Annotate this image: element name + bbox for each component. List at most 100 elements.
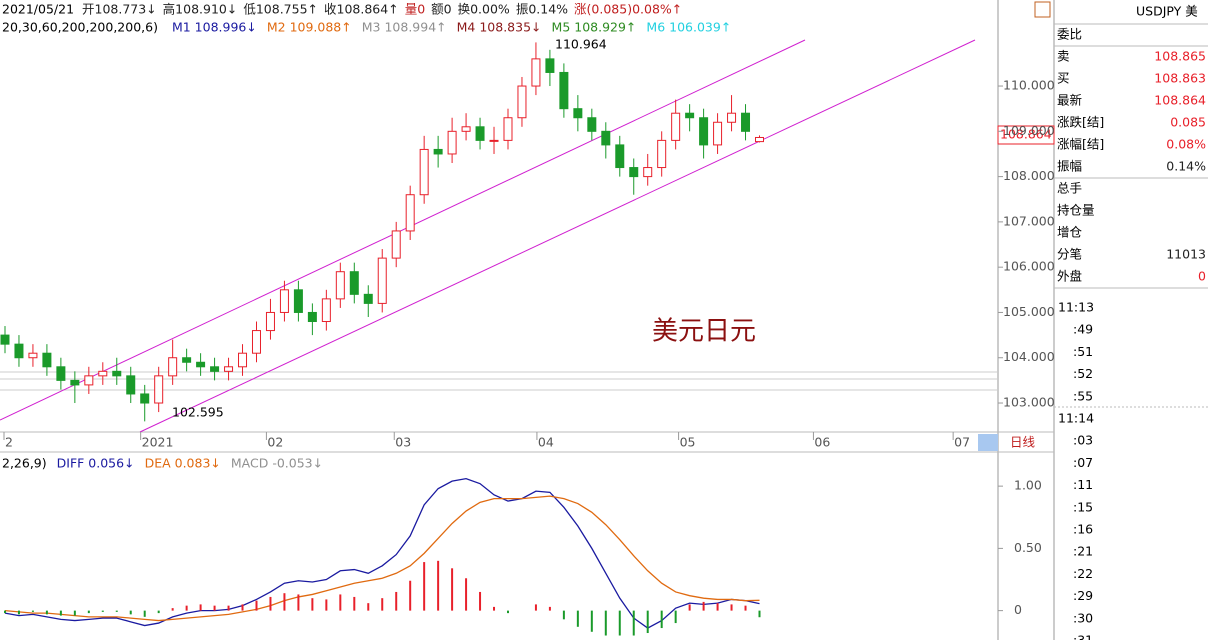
header-field: 换0.00% (458, 2, 510, 17)
candle-body (615, 144, 625, 169)
tick-time: :29 (1073, 588, 1093, 603)
x-tick-label: 04 (538, 435, 554, 450)
candle-body (363, 293, 373, 304)
candle-body (671, 112, 681, 141)
candle-body (154, 375, 164, 404)
quote-label: 委比 (1057, 27, 1082, 42)
candle-body (349, 271, 359, 295)
x-tick-label: 05 (680, 435, 696, 450)
tick-time: :15 (1073, 499, 1093, 514)
candle-body (265, 311, 275, 332)
candle-body (28, 352, 38, 359)
x-tick-label: 06 (814, 435, 830, 450)
candle-body (754, 136, 764, 143)
quote-value: 108.865 (1154, 49, 1206, 64)
candle-body (279, 289, 289, 313)
candle-body (433, 148, 443, 155)
y-tick-label: 107.000 (1003, 213, 1055, 228)
quote-label: 总手 (1057, 181, 1082, 196)
tick-time: :03 (1073, 433, 1093, 448)
candle-body (42, 352, 52, 368)
candle-body (517, 85, 527, 119)
tick-time: :11 (1073, 477, 1093, 492)
channel-line (139, 39, 976, 433)
tick-time: :31 (1073, 633, 1093, 641)
quote-label: 涨跌[结] (1057, 115, 1104, 130)
candle-body (685, 112, 695, 119)
tick-time: :22 (1073, 566, 1093, 581)
legend-entry: MACD -0.053↓ (231, 456, 323, 471)
ma-legend: M2 109.088↑ (267, 20, 352, 35)
candle-body (419, 148, 429, 196)
candle-body (475, 126, 485, 141)
y-tick-label: 1.00 (1014, 478, 1042, 493)
candle-body (210, 366, 220, 372)
candle-body (447, 130, 457, 155)
y-tick-label: 104.000 (1003, 349, 1055, 364)
candle-body (531, 58, 541, 87)
y-tick-label: 0 (1014, 602, 1022, 617)
y-tick-label: 110.000 (1003, 78, 1055, 93)
tick-time: :51 (1073, 344, 1093, 359)
header-field: 振0.14% (516, 2, 568, 17)
candle-body (657, 139, 667, 169)
candle-body (238, 352, 248, 368)
tick-time: :07 (1073, 455, 1093, 470)
quote-value: 0.14% (1166, 159, 1206, 174)
candle-body (0, 334, 10, 345)
macd-params: 2,26,9) (2, 456, 47, 471)
high-annotation: 110.964 (555, 37, 607, 52)
low-annotation: 102.595 (172, 405, 224, 420)
candle-body (251, 330, 261, 354)
ma-legend: M1 108.996↓ (172, 20, 257, 35)
candle-body (629, 167, 639, 178)
channel-line (0, 39, 806, 421)
candle-body (559, 71, 569, 110)
tick-time: 11:14 (1058, 411, 1094, 426)
quote-label: 振幅 (1057, 159, 1082, 174)
candle-body (84, 375, 94, 386)
quote-label: 分笔 (1057, 247, 1082, 262)
tick-time: :21 (1073, 544, 1093, 559)
y-tick-label: 106.000 (1003, 259, 1055, 274)
candle-body (98, 370, 108, 377)
candle-body (126, 375, 136, 395)
symbol: USDJPY 美 (1136, 4, 1198, 19)
quote-label: 买 (1057, 71, 1070, 86)
tick-time: :16 (1073, 522, 1093, 537)
scroll-box[interactable] (978, 434, 998, 451)
quote-value: 11013 (1166, 247, 1206, 262)
header-date: 2021/05/21 (2, 2, 74, 17)
quote-value: 108.863 (1154, 71, 1206, 86)
y-tick-label: 108.000 (1003, 168, 1055, 183)
header-field: 收108.864↑ (324, 2, 399, 17)
candle-body (727, 112, 737, 123)
candle-body (587, 117, 597, 132)
header-field: 低108.755↑ (243, 2, 318, 17)
candle-body (405, 194, 415, 232)
x-tick-label: 02 (267, 435, 283, 450)
window-button[interactable] (1034, 1, 1051, 18)
tick-time: :30 (1073, 610, 1093, 625)
candle-body (545, 58, 555, 73)
quote-label: 卖 (1057, 49, 1070, 64)
candle-body (224, 366, 234, 372)
candle-body (391, 230, 401, 259)
x-tick-label: 03 (395, 435, 411, 450)
candle-body (601, 130, 611, 146)
header-field: 高108.910↓ (163, 2, 238, 17)
candle-body (643, 167, 653, 178)
candle-body (293, 289, 303, 313)
ma-legend: M3 108.994↑ (362, 20, 447, 35)
header-field: 涨(0.085)0.08%↑ (574, 2, 682, 17)
tick-time: :52 (1073, 366, 1093, 381)
chart-title: 美元日元 (652, 317, 756, 347)
quote-label: 持仓量 (1057, 203, 1095, 218)
y-tick-label: 105.000 (1003, 304, 1055, 319)
legend-entry: DIFF 0.056↓ (57, 456, 135, 471)
candle-body (489, 139, 499, 142)
macd-line (4, 495, 760, 622)
